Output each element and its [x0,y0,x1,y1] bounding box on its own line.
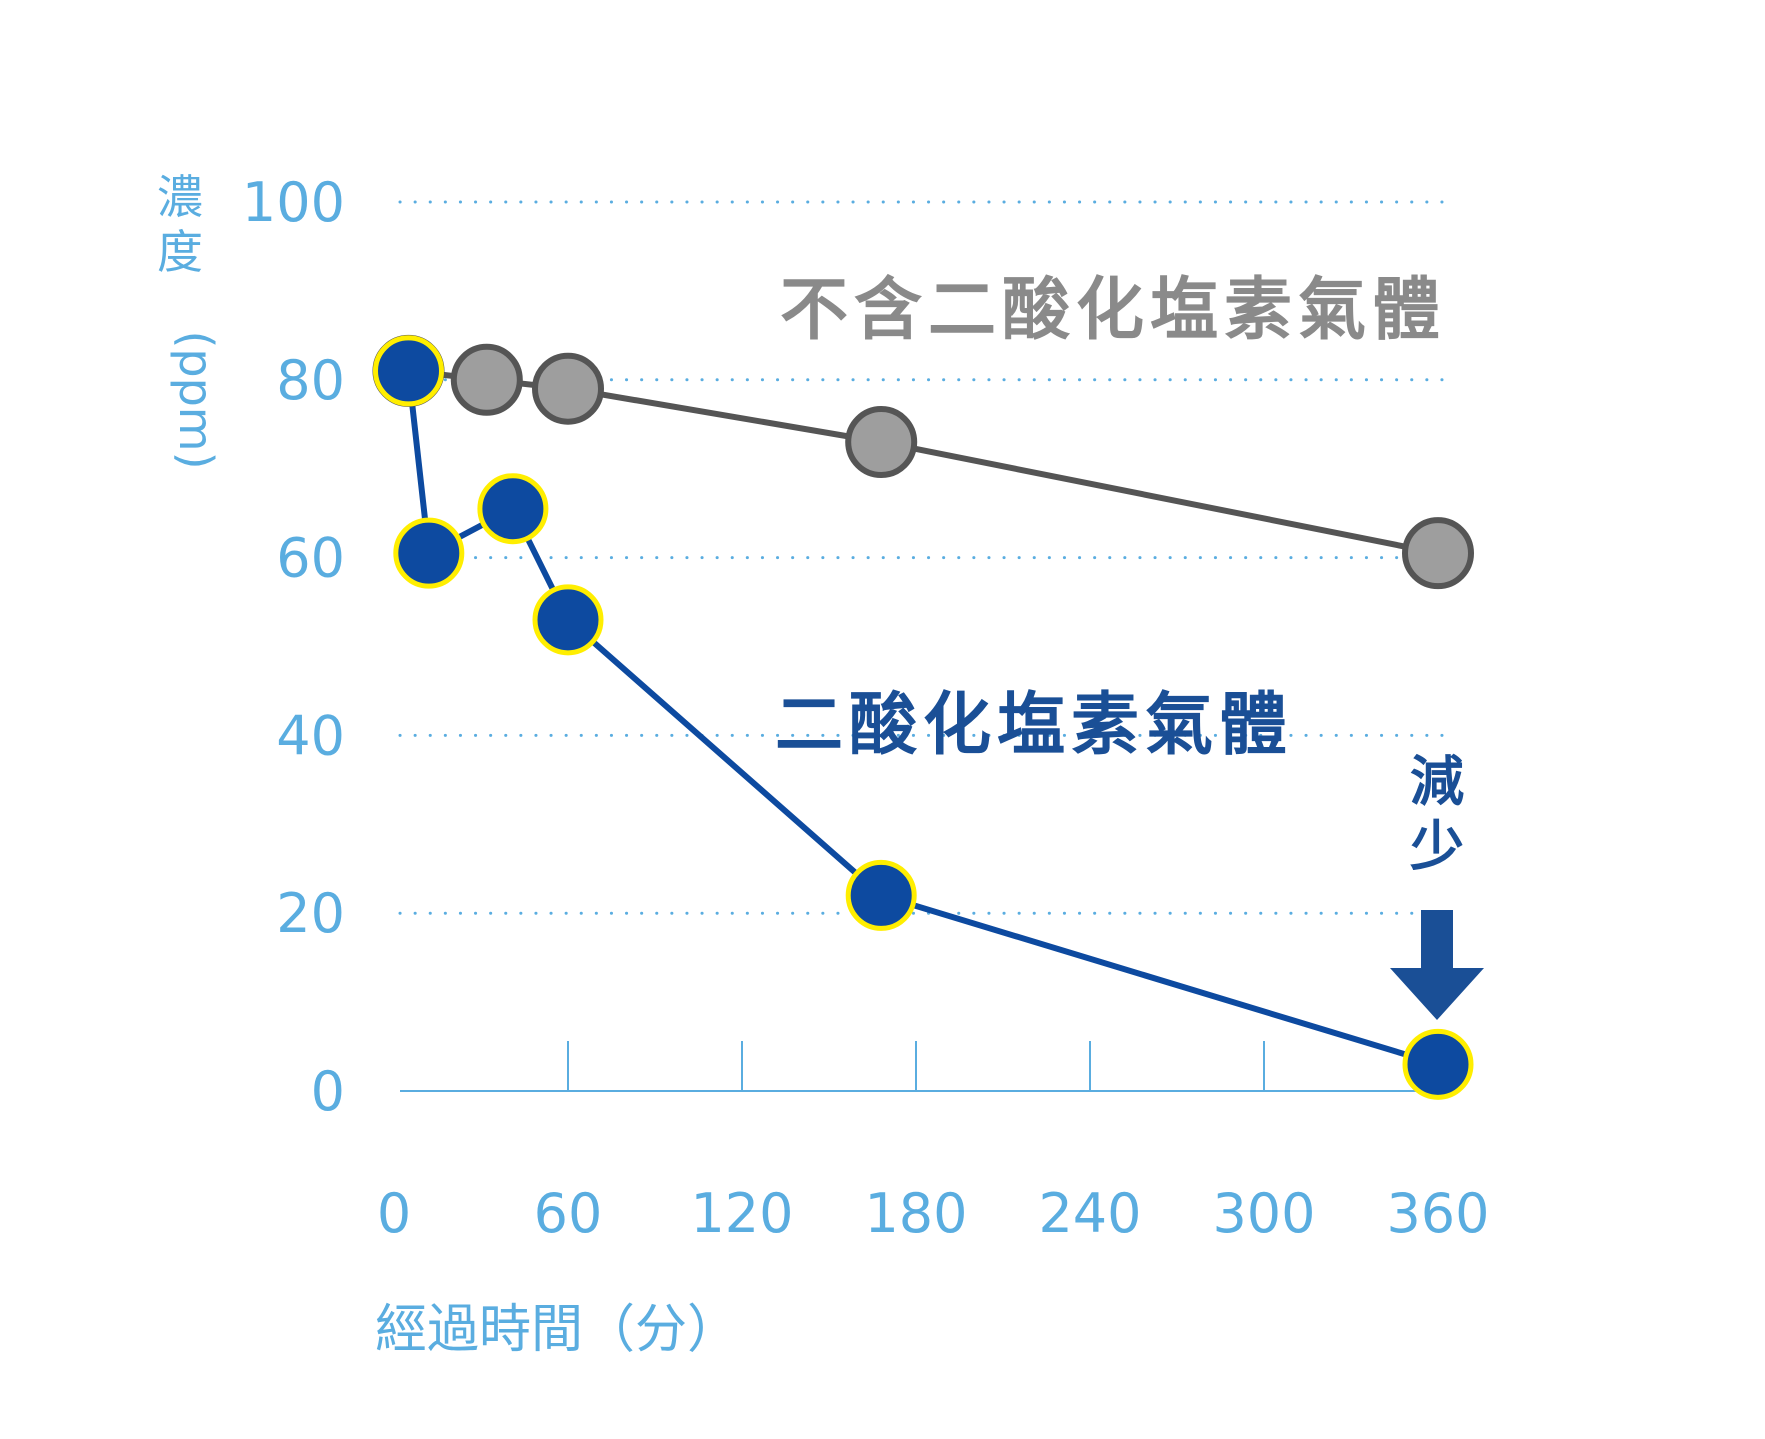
decrease-annotation-text: 減 [1410,750,1464,813]
series-label-no-chlorine-dioxide: 不含二酸化塩素氣體 [780,271,1446,350]
y-axis-label: 濃 度 (ppm) [157,170,223,470]
data-point [373,335,444,407]
y-tick-label: 0 [311,1060,345,1123]
x-tick-labels: 0 60 120 180 240 300 360 [377,1182,1490,1245]
x-tick-label: 180 [864,1182,967,1245]
data-point [532,352,604,425]
data-point [450,343,523,416]
y-tick-label: 20 [276,882,345,945]
data-point [532,584,604,656]
x-tick-label: 120 [690,1182,793,1245]
down-arrow-icon [1390,910,1484,1020]
data-point [845,406,918,479]
x-tick-label: 240 [1038,1182,1141,1245]
decrease-annotation-text: 少 [1410,815,1464,878]
decrease-annotation: 減 少 [1390,750,1484,1020]
data-point [1402,517,1474,590]
x-axis-label: 經過時間（分） [375,1300,739,1360]
series-points [372,334,1474,1100]
data-point [393,517,465,589]
grid-lines [398,200,1452,915]
data-point [1402,1028,1474,1100]
y-axis-label-char: 度 [157,225,203,279]
y-tick-labels: 0 20 40 60 80 100 [242,171,345,1123]
y-tick-label: 40 [276,704,345,767]
y-tick-label: 100 [242,171,345,234]
x-axis [400,1041,1450,1092]
x-tick-label: 0 [377,1182,411,1245]
x-tick-label: 360 [1386,1182,1489,1245]
y-axis-label-unit: (ppm) [169,330,223,469]
data-point [845,859,917,931]
series-label-chlorine-dioxide: 二酸化塩素氣體 [775,686,1293,765]
y-axis-label-char: 濃 [157,170,203,224]
data-point [477,473,549,545]
y-tick-label: 80 [276,349,345,412]
x-tick-label: 60 [534,1182,603,1245]
y-tick-label: 60 [276,527,345,590]
x-tick-label: 300 [1212,1182,1315,1245]
